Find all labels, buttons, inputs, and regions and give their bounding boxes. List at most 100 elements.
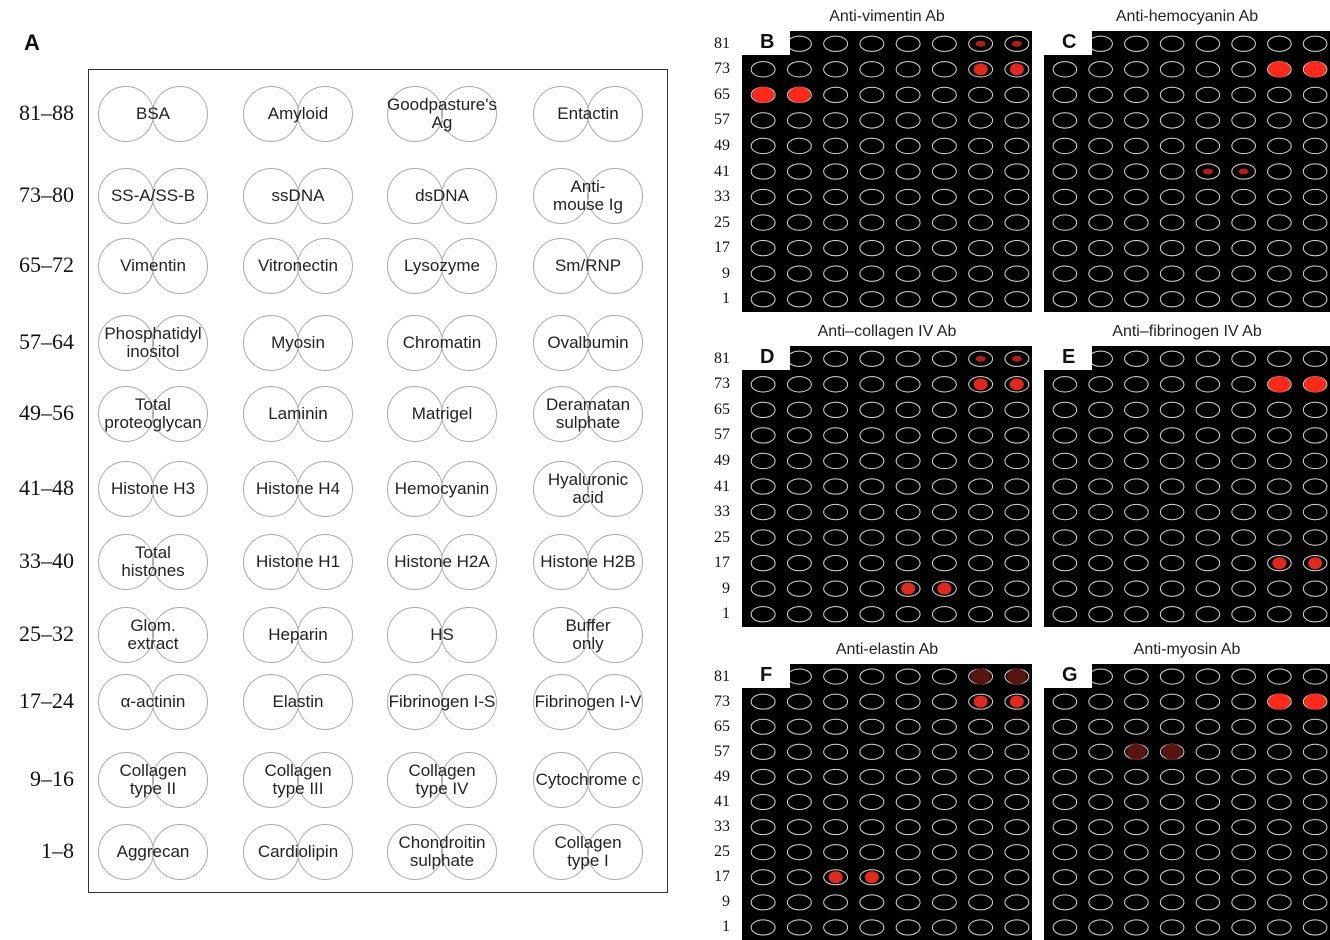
array-spot-ring bbox=[1159, 718, 1185, 735]
array-spot-ring bbox=[823, 768, 849, 785]
array-spot-ring bbox=[895, 163, 921, 180]
array-spot-ring bbox=[968, 606, 994, 623]
array-spot-ring bbox=[750, 819, 776, 836]
array-signal-spot bbox=[1162, 743, 1183, 760]
array-spot-ring bbox=[859, 478, 885, 495]
array-spot-ring bbox=[1159, 793, 1185, 811]
panel-label: B bbox=[760, 31, 775, 53]
antigen-cell: α-actinin bbox=[98, 674, 208, 730]
array-spot-ring bbox=[1052, 819, 1078, 836]
array-spot-ring bbox=[786, 239, 812, 257]
array-spot-ring bbox=[1267, 214, 1292, 231]
antigen-cell: Sm/RNP bbox=[533, 238, 643, 294]
panel-letter-tab bbox=[742, 31, 790, 55]
array-spot-ring bbox=[895, 137, 921, 155]
array-signal-spot bbox=[975, 355, 986, 362]
array-spot-ring bbox=[1124, 606, 1149, 623]
array-spot-ring bbox=[823, 503, 849, 521]
antigen-name-line: BSA bbox=[135, 104, 171, 123]
antigen-name-line: Chromatin bbox=[402, 333, 482, 352]
array-title: Anti-hemocyanin Ab bbox=[1115, 8, 1259, 25]
array-row-label: 9 bbox=[722, 893, 730, 911]
antigen-cell: Deramatan sulphate bbox=[533, 386, 643, 442]
array-spot-ring bbox=[786, 503, 812, 521]
array-spot-ring bbox=[750, 919, 776, 936]
array-spot-ring bbox=[1159, 919, 1185, 936]
array-title: Anti–collagen IV Ab bbox=[817, 323, 957, 340]
array-spot-ring bbox=[1124, 188, 1149, 206]
antigen-name: BSA bbox=[78, 86, 228, 142]
panel-letter-tab bbox=[1044, 346, 1092, 370]
array-title: Anti-vimentin Ab bbox=[829, 8, 945, 25]
array-spot-ring bbox=[1267, 606, 1292, 623]
antigen-cell: Amyloid bbox=[243, 86, 353, 142]
antigen-cell: Collagen type II bbox=[98, 752, 208, 808]
array-row-label: 49 bbox=[714, 767, 730, 785]
antigen-name: Aggrecan bbox=[78, 824, 228, 880]
duplicate-spot-circle bbox=[441, 534, 497, 590]
array-spot-ring bbox=[1195, 427, 1221, 444]
array-spot-ring bbox=[895, 668, 921, 685]
duplicate-spot-circle bbox=[297, 752, 353, 808]
antigen-name-line: Sm/RNP bbox=[554, 256, 622, 275]
array-spot-ring bbox=[1052, 554, 1078, 572]
array-spot-ring bbox=[1159, 350, 1185, 367]
duplicate-spot-circle bbox=[587, 315, 643, 371]
array-spot-ring bbox=[1124, 291, 1149, 308]
array-spot-ring bbox=[1302, 452, 1328, 470]
array-signal-spot bbox=[1308, 557, 1323, 570]
array-spot-ring bbox=[859, 503, 885, 521]
array-signal-spot bbox=[1304, 693, 1327, 710]
array-signal-spot bbox=[1009, 378, 1024, 391]
array-spot-ring bbox=[750, 718, 776, 735]
array-spot-ring bbox=[1124, 376, 1149, 393]
array-spot-ring bbox=[1267, 265, 1292, 282]
antigen-name-line: Histone H4 bbox=[255, 479, 341, 498]
array-spot-ring bbox=[1004, 61, 1030, 78]
array-spot-ring bbox=[895, 265, 921, 282]
array-spot-ring bbox=[1231, 718, 1256, 735]
antigen-name-line: Elastin bbox=[272, 692, 324, 711]
array-spot-ring bbox=[931, 401, 957, 419]
map-row-label: 49–56 bbox=[19, 400, 74, 425]
array-spot-ring bbox=[750, 265, 776, 282]
array-spot-ring bbox=[931, 844, 957, 861]
antigen-name-line: Aggrecan bbox=[116, 842, 190, 861]
array-spot-ring bbox=[1052, 61, 1078, 78]
array-row-label: 41 bbox=[714, 793, 730, 810]
array-grid bbox=[750, 350, 1030, 623]
array-spot-ring bbox=[859, 376, 885, 393]
array-row-label: 65 bbox=[714, 717, 730, 735]
array-spot-ring bbox=[1052, 137, 1078, 155]
array-spot-ring bbox=[823, 793, 849, 811]
antigen-name-line: sulphate bbox=[555, 413, 621, 432]
array-spot-ring bbox=[1088, 668, 1113, 685]
antigen-name-line: Collagen bbox=[554, 833, 622, 852]
array-spot-ring bbox=[823, 869, 849, 886]
array-spot-ring bbox=[823, 606, 849, 623]
array-spot-ring bbox=[859, 580, 885, 597]
array-spot-ring bbox=[1124, 580, 1149, 597]
array-spot-ring bbox=[1088, 844, 1113, 861]
array-spot-ring bbox=[1124, 35, 1149, 52]
array-spot-ring bbox=[1052, 580, 1078, 597]
array-spot-ring bbox=[968, 239, 994, 257]
array-spot-ring bbox=[968, 137, 994, 155]
array-spot-ring bbox=[1302, 239, 1328, 257]
array-spot-ring bbox=[1231, 580, 1256, 597]
antigen-cell: Collagen type I bbox=[533, 824, 643, 880]
antigen-name-line: proteoglycan bbox=[104, 413, 202, 432]
array-spot-ring bbox=[1231, 919, 1256, 936]
array-spot-ring bbox=[786, 291, 812, 308]
array-spot-ring bbox=[895, 529, 921, 546]
array-row-label: 65 bbox=[714, 400, 730, 418]
antigen-cell: Anti-mouse Ig bbox=[533, 168, 643, 224]
antigen-name-line: histones bbox=[121, 561, 185, 580]
array-spot-ring bbox=[1231, 844, 1256, 861]
array-spot-ring bbox=[1231, 819, 1256, 836]
array-spot-ring bbox=[1231, 529, 1256, 546]
array-spot-ring bbox=[931, 919, 957, 936]
array-row-label: 81 bbox=[714, 667, 730, 685]
antigen-cell: Elastin bbox=[243, 674, 353, 730]
array-spot-ring bbox=[1159, 452, 1185, 470]
